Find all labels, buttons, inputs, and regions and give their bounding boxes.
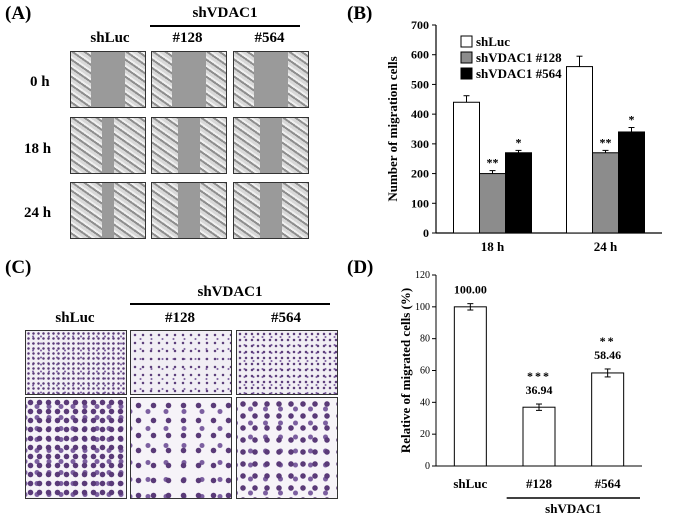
panel-c-col-shluc: shLuc: [55, 310, 95, 326]
group-label: shVDAC1: [545, 501, 601, 515]
panel-a-label: (A): [5, 3, 32, 24]
significance-mark: **: [487, 156, 499, 170]
data-label: 36.94: [526, 383, 553, 397]
y-tick-label: 300: [411, 137, 429, 151]
legend-label: shLuc: [476, 34, 510, 49]
bar: [566, 66, 593, 234]
panel-a-row-24h: 24 h: [24, 205, 52, 221]
x-tick-label: #128: [526, 476, 553, 491]
y-tick-label: 0: [423, 226, 429, 240]
data-label: 100.00: [454, 283, 487, 297]
wound-image: [151, 117, 227, 174]
bar: [618, 131, 645, 234]
wound-image: [70, 182, 146, 239]
panel-c-label: (C): [5, 257, 32, 278]
data-label: 58.46: [594, 348, 621, 362]
panel-a-col-128: #128: [172, 30, 203, 46]
panel-d-label: (D): [347, 257, 374, 278]
panel-c-col-564: #564: [271, 310, 301, 326]
y-tick-label: 20: [420, 429, 430, 440]
migration-count-chart: 0 100 200 300 400 500 600 700 Number of migratio…: [385, 18, 662, 254]
x-tick-label: 18 h: [481, 239, 505, 254]
y-tick-label: 60: [420, 366, 430, 377]
significance-mark: *: [629, 113, 635, 127]
y-tick-label: 120: [415, 270, 430, 281]
bar: [522, 406, 556, 467]
bar: [591, 372, 625, 467]
bar: [592, 152, 619, 234]
significance-mark: **: [600, 135, 612, 149]
y-tick-label: 200: [411, 167, 429, 181]
transwell-zoom-image: [130, 397, 232, 499]
wound-image: [151, 182, 227, 239]
significance-mark: ***: [527, 369, 551, 383]
y-tick-label: 600: [411, 48, 429, 62]
panel-c-col-128: #128: [165, 310, 195, 326]
legend-swatch: [460, 67, 473, 80]
bar: [453, 101, 480, 234]
wound-image: [233, 51, 309, 108]
legend-label: shVDAC1 #128: [476, 50, 562, 65]
transwell-image: [130, 330, 232, 395]
legend-swatch: [460, 35, 473, 48]
x-tick-label: shLuc: [453, 476, 487, 491]
y-tick-label: 700: [411, 18, 429, 32]
legend-swatch: [460, 51, 473, 64]
y-tick-label: 100: [411, 196, 429, 210]
panel-a-group-label: shVDAC1: [192, 5, 258, 21]
transwell-image: [25, 330, 127, 395]
y-axis-title: Relative of migrated cells (%): [398, 288, 413, 453]
wound-image: [151, 51, 227, 108]
y-tick-label: 400: [411, 107, 429, 121]
bar: [453, 306, 487, 467]
y-tick-label: 100: [415, 302, 430, 313]
panel-c-group-line: [130, 303, 330, 305]
wound-image: [70, 51, 146, 108]
legend-label: shVDAC1 #564: [476, 66, 562, 81]
panel-a-row-18h: 18 h: [24, 141, 52, 157]
significance-mark: **: [600, 334, 616, 348]
y-tick-label: 500: [411, 77, 429, 91]
y-tick-label: 40: [420, 397, 430, 408]
y-tick-label: 80: [420, 334, 430, 345]
y-tick-label: 0: [425, 461, 430, 472]
panel-c-group-label: shVDAC1: [197, 284, 263, 300]
x-tick-label: 24 h: [594, 239, 618, 254]
panel-a-col-564: #564: [254, 30, 285, 46]
panel-a-col-shluc: shLuc: [90, 30, 130, 46]
panel-a-row-0h: 0 h: [30, 74, 50, 90]
wound-image: [70, 117, 146, 174]
wound-image: [233, 182, 309, 239]
significance-mark: *: [516, 135, 522, 149]
transwell-zoom-image: [25, 397, 127, 499]
transwell-zoom-image: [236, 397, 338, 499]
y-axis-title: Number of migration cells: [385, 56, 400, 201]
wound-image: [233, 117, 309, 174]
bar: [505, 152, 532, 234]
transwell-image: [236, 330, 338, 395]
panel-b-label: (B): [347, 3, 373, 24]
panel-a-group-line: [150, 25, 300, 27]
x-tick-label: #564: [595, 476, 622, 491]
bar: [479, 173, 506, 234]
